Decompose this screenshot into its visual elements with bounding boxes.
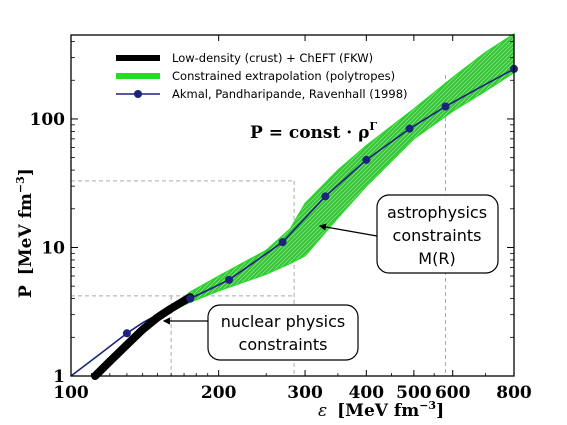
x-tick-label: 200 — [201, 383, 237, 403]
x-axis-label-units: [MeV fm — [337, 401, 419, 421]
callout-astrophysics-line-1: astrophysics — [387, 203, 487, 222]
callout-nuclear-line-2: constraints — [239, 335, 328, 354]
apr-series-point — [278, 238, 287, 247]
axis-ticks: 100 200 300 400 500 600 800 1 10 100 — [30, 35, 532, 403]
series-markers-layer — [122, 64, 518, 338]
y-axis-label-exp: −3 — [14, 176, 27, 193]
apr-series-point — [362, 155, 371, 164]
legend-marker-apr — [134, 90, 142, 98]
callout-astrophysics: astrophysics constraints M(R) — [318, 194, 499, 274]
apr-series-point — [122, 329, 131, 338]
x-axis-label: ε [MeV fm−3] — [318, 399, 444, 421]
y-tick-label: 1 — [53, 367, 65, 387]
y-tick-label: 10 — [41, 238, 65, 258]
x-axis-label-exp: −3 — [419, 399, 436, 412]
x-tick-label: 500 — [396, 383, 432, 403]
apr-series-point — [405, 124, 414, 133]
x-axis-label-symbol: ε — [318, 401, 327, 421]
plot-frame — [70, 34, 515, 377]
apr-series-point — [441, 102, 450, 111]
callout-astrophysics-line-3: M(R) — [418, 249, 455, 268]
y-tick-label: 100 — [30, 110, 66, 130]
legend-label-crust: Low-density (crust) + ChEFT (FKW) — [172, 51, 373, 65]
formula-text: P = const · ρ — [250, 123, 369, 143]
svg-text:ε[MeV fm−3]: ε [MeV fm−3] — [318, 399, 444, 421]
x-tick-label: 600 — [435, 383, 471, 403]
callout-astrophysics-pointer — [318, 223, 378, 237]
legend-label-extrapolation: Constrained extrapolation (polytropes) — [172, 69, 395, 83]
callout-nuclear: nuclear physics constraints — [162, 304, 359, 361]
callout-nuclear-box — [207, 304, 359, 361]
svg-text:P[MeV fm−3]: P [MeV fm−3] — [14, 168, 36, 298]
crust-series-line — [91, 293, 195, 380]
apr-series-point — [321, 192, 330, 201]
apr-series-point — [186, 294, 195, 303]
x-tick-label: 400 — [349, 383, 385, 403]
x-tick-label: 800 — [496, 383, 532, 403]
y-axis-label: P [MeV fm−3] — [14, 168, 36, 298]
y-axis-label-main: P — [16, 285, 36, 298]
svg-text:P = const · ρΓ: P = const · ρΓ — [250, 120, 377, 143]
apr-series-point — [225, 275, 234, 284]
y-axis-label-units: [MeV fm — [16, 193, 36, 275]
callout-astrophysics-line-2: constraints — [393, 226, 482, 245]
callout-astrophysics-box — [376, 194, 499, 274]
y-axis-label-close: ] — [16, 168, 36, 176]
x-tick-label: 100 — [53, 383, 89, 403]
polytrope-formula: P = const · ρΓ — [250, 120, 377, 143]
legend: Low-density (crust) + ChEFT (FKW) Constr… — [116, 51, 408, 101]
formula-exponent: Γ — [369, 120, 377, 133]
legend-label-apr: Akmal, Pandharipande, Ravenhall (1998) — [172, 87, 408, 101]
x-axis-label-close: ] — [436, 401, 444, 421]
callout-nuclear-line-1: nuclear physics — [221, 312, 346, 331]
x-tick-label: 300 — [287, 383, 323, 403]
